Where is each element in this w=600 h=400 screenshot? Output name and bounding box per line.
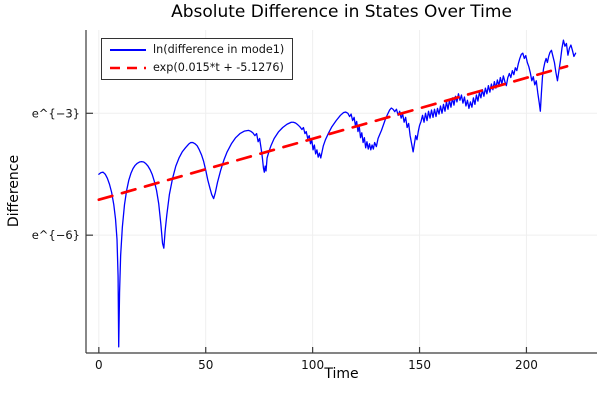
x-tick-label: 150 (408, 358, 431, 372)
legend-item: exp(0.015*t + -5.1276) (109, 59, 284, 76)
y-tick-label: e^{−3} (32, 106, 80, 120)
legend-item: ln(difference in mode1) (109, 41, 284, 58)
y-tick-label: e^{−6} (32, 228, 80, 242)
series-line-0 (98, 39, 577, 348)
x-tick-label: 100 (301, 358, 324, 372)
legend-label: exp(0.015*t + -5.1276) (153, 60, 284, 74)
x-axis-label: Time (324, 366, 359, 382)
legend-line-sample (110, 66, 146, 69)
legend-line-sample (110, 48, 146, 51)
legend: ln(difference in mode1) exp(0.015*t + -5.… (101, 38, 294, 80)
x-tick-label: 50 (198, 358, 213, 372)
legend-label: ln(difference in mode1) (153, 42, 285, 56)
x-tick-label: 0 (95, 358, 103, 372)
chart-title: Absolute Difference in States Over Time (171, 2, 512, 22)
series-line-1 (97, 64, 569, 202)
x-tick-label: 200 (515, 358, 538, 372)
